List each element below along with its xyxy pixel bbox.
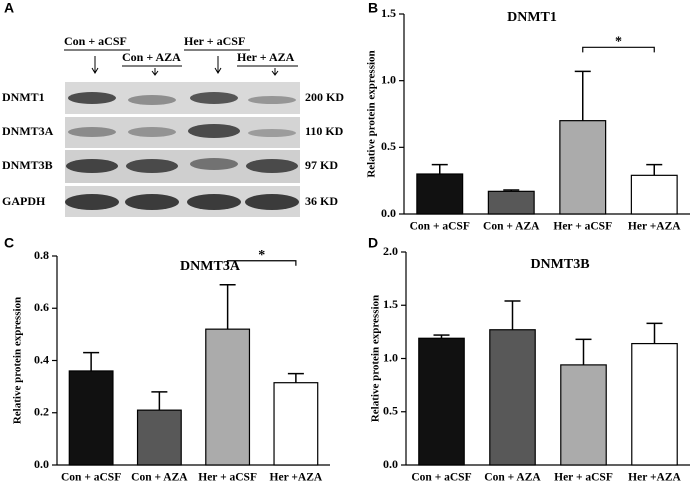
bar xyxy=(487,190,535,215)
y-axis-label: Relative protein expression xyxy=(12,297,24,424)
group-label: Con + aCSF xyxy=(64,34,127,48)
x-tick-label: Con + aCSF xyxy=(61,472,121,483)
y-axis-label: Relative protein expression xyxy=(370,295,382,422)
bar xyxy=(205,328,251,466)
y-tick-label: 0.5 xyxy=(381,139,396,153)
panel-letter: A xyxy=(4,0,14,16)
y-tick-label: 2.0 xyxy=(383,244,398,258)
bar xyxy=(418,337,465,466)
size-label: 110 KD xyxy=(305,124,344,138)
y-axis-label: Relative protein expression xyxy=(366,50,378,177)
x-tick-label: Her + aCSF xyxy=(553,221,612,233)
significance-bracket xyxy=(227,260,297,266)
x-tick-label: Her + aCSF xyxy=(554,472,613,483)
group-label: Her + aCSF xyxy=(184,34,245,48)
x-tick-label: Her +AZA xyxy=(270,472,323,483)
bar xyxy=(631,342,678,466)
y-tick-label: 0.6 xyxy=(34,300,49,314)
y-tick-label: 0.5 xyxy=(383,404,398,418)
bar xyxy=(559,120,607,215)
y-tick-label: 0.8 xyxy=(34,248,49,262)
significance-bracket xyxy=(582,46,655,53)
group-label: Her + AZA xyxy=(237,50,295,64)
chart-title: DNMT3B xyxy=(530,257,589,272)
bar xyxy=(416,173,464,215)
x-tick-label: Con + aCSF xyxy=(410,221,470,233)
row-label: DNMT1 xyxy=(2,90,45,104)
bar xyxy=(560,364,607,466)
row-label: DNMT3A xyxy=(2,124,54,138)
significance-label: * xyxy=(615,35,622,50)
y-tick-label: 0.2 xyxy=(34,405,49,419)
significance-label: * xyxy=(258,248,265,263)
x-tick-label: Con + aCSF xyxy=(411,472,471,483)
x-tick-label: Con + AZA xyxy=(131,472,188,483)
x-tick-label: Her +AZA xyxy=(628,221,681,233)
y-tick-label: 0.0 xyxy=(383,457,398,471)
bar xyxy=(630,174,678,215)
row-label: GAPDH xyxy=(2,194,46,208)
y-tick-label: 0.4 xyxy=(34,352,49,366)
y-tick-label: 1.5 xyxy=(381,6,396,20)
bar xyxy=(68,370,114,466)
group-lines xyxy=(64,49,298,76)
x-tick-label: Con + AZA xyxy=(483,221,540,233)
y-tick-label: 0.0 xyxy=(34,457,49,471)
bar xyxy=(273,382,319,466)
panel-letter: C xyxy=(4,235,14,251)
chart-title: DNMT3A xyxy=(180,259,241,274)
panel-letter: D xyxy=(368,235,378,251)
y-tick-label: 1.5 xyxy=(383,297,398,311)
bar xyxy=(136,409,182,466)
blot-image xyxy=(65,82,300,217)
y-tick-label: 0.0 xyxy=(381,206,396,220)
x-tick-label: Her +AZA xyxy=(628,472,681,483)
y-tick-label: 1.0 xyxy=(381,72,396,86)
chart-title: DNMT1 xyxy=(507,10,557,25)
bar xyxy=(489,329,536,466)
y-tick-label: 1.0 xyxy=(383,350,398,364)
row-label: DNMT3B xyxy=(2,158,53,172)
panel-letter: B xyxy=(368,0,378,16)
group-label: Con + AZA xyxy=(122,50,181,64)
x-tick-label: Con + AZA xyxy=(484,472,541,483)
size-label: 200 KD xyxy=(305,90,344,104)
size-label: 36 KD xyxy=(305,194,338,208)
blot-panel: A Con + aCSF Her + aCSF Con + AZA Her + … xyxy=(2,0,344,217)
x-tick-label: Her + aCSF xyxy=(198,472,257,483)
size-label: 97 KD xyxy=(305,158,338,172)
